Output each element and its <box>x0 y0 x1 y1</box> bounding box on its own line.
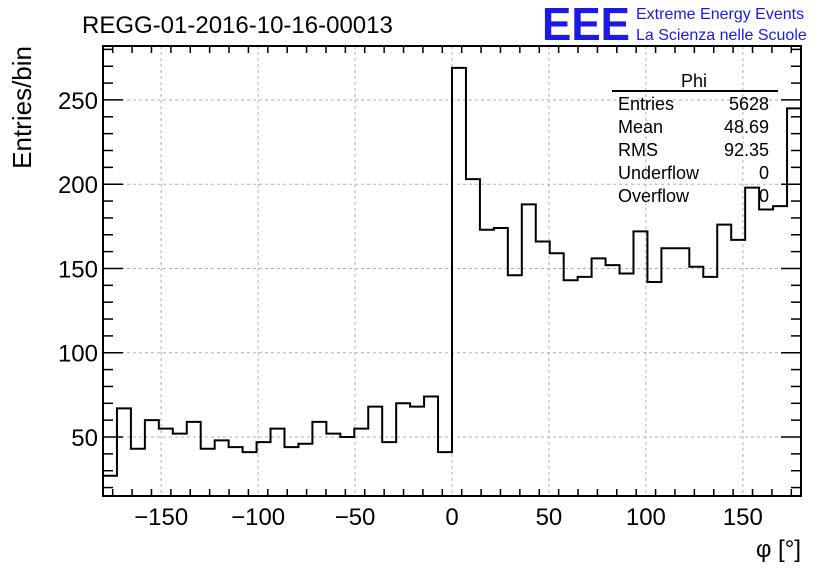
eee-logo-mark: EEE <box>542 0 630 50</box>
axis-ticks <box>103 46 801 496</box>
stats-value: 5628 <box>729 94 769 114</box>
stats-label: Mean <box>618 117 663 137</box>
stats-title: Phi <box>681 71 707 91</box>
stats-value: 92.35 <box>724 140 769 160</box>
y-tick-label: 250 <box>58 88 98 115</box>
x-tick-label: 50 <box>536 504 563 531</box>
eee-logo-line1: Extreme Energy Events <box>636 6 804 23</box>
x-tick-label: 0 <box>445 504 458 531</box>
x-axis-label: φ [°] <box>756 536 801 563</box>
y-tick-label: 50 <box>71 425 98 452</box>
stats-label: RMS <box>618 140 658 160</box>
histogram-outline <box>103 66 801 477</box>
stats-rows: Entries 5628 Mean 48.69 RMS 92.35 Underflow 0 Ov… <box>618 94 769 206</box>
stats-label: Underflow <box>618 163 700 183</box>
stats-label: Entries <box>618 94 674 114</box>
y-axis-label: Entries/bin <box>7 46 37 169</box>
axis-tick-labels: −150 −100 −50 0 50 100 150 50 100 150 200 250 <box>58 88 763 531</box>
y-tick-label: 200 <box>58 172 98 199</box>
stats-value: 0 <box>759 163 769 183</box>
x-tick-label: −100 <box>231 504 285 531</box>
x-tick-label: −150 <box>134 504 188 531</box>
eee-logo-line2: La Scienza nelle Scuole <box>636 27 807 44</box>
x-tick-label: 150 <box>723 504 763 531</box>
plot-frame <box>102 45 802 497</box>
stats-box: Phi Entries 5628 Mean 48.69 RMS 92.35 Underflo… <box>612 71 778 206</box>
x-tick-label: −50 <box>335 504 376 531</box>
x-tick-label: 100 <box>626 504 666 531</box>
stats-value: 0 <box>759 186 769 206</box>
y-tick-label: 100 <box>58 341 98 368</box>
plot-title: REGG-01-2016-10-16-00013 <box>82 12 393 39</box>
y-tick-label: 150 <box>58 256 98 283</box>
stats-label: Overflow <box>618 186 690 206</box>
eee-logo: EEE Extreme Energy Events La Scienza nel… <box>542 0 807 50</box>
stats-value: 48.69 <box>724 117 769 137</box>
